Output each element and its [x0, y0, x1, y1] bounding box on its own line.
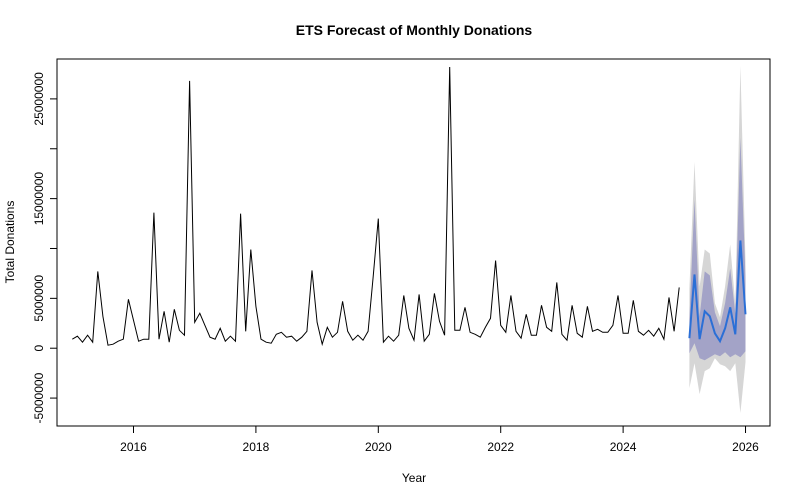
band-95	[689, 66, 746, 413]
y-tick-label: 5000000	[32, 275, 46, 322]
x-tick-label: 2026	[732, 440, 759, 454]
forecast-line	[688, 240, 747, 344]
y-tick-label: 25000000	[32, 72, 46, 126]
x-tick-label: 2018	[243, 440, 270, 454]
y-axis-label: Total Donations	[3, 201, 17, 284]
y-axis: -5000000 0 5000000 15000000 25000000	[32, 72, 58, 423]
y-tick-label: 15000000	[32, 172, 46, 226]
band-80	[689, 137, 746, 361]
x-tick-label: 2024	[610, 440, 637, 454]
x-axis: 2016 2018 2020 2022 2024 2026	[120, 425, 759, 454]
x-tick-label: 2016	[120, 440, 147, 454]
x-tick-label: 2022	[487, 440, 514, 454]
plot-frame	[56, 58, 771, 427]
forecast-intervals	[689, 66, 746, 413]
chart-title: ETS Forecast of Monthly Donations	[296, 22, 533, 38]
series-lines	[72, 66, 747, 347]
x-axis-label: Year	[402, 471, 426, 485]
y-tick-label: -5000000	[32, 372, 46, 423]
y-tick-label: 0	[32, 345, 46, 352]
history-line	[72, 66, 680, 347]
x-tick-label: 2020	[365, 440, 392, 454]
